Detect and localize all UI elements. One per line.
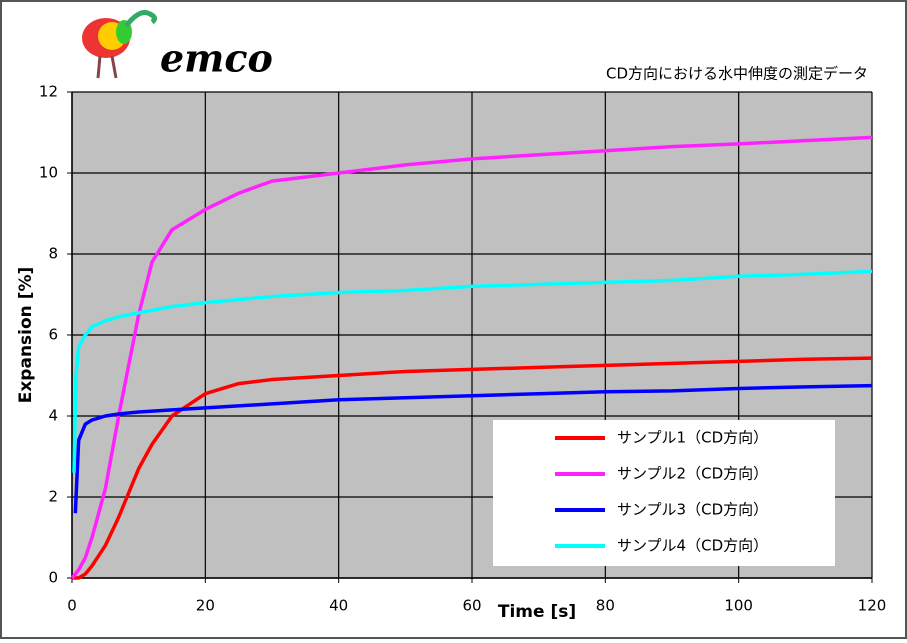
y-axis-label: Expansion [%] xyxy=(16,267,36,404)
x-tick-label: 80 xyxy=(596,597,615,615)
x-tick-label: 40 xyxy=(329,597,348,615)
y-tick-label: 6 xyxy=(48,326,58,344)
y-tick-label: 8 xyxy=(48,245,58,263)
chart-title: CD方向における水中伸度の測定データ xyxy=(606,65,868,83)
x-tick-label: 60 xyxy=(462,597,481,615)
y-tick-label: 12 xyxy=(39,83,58,101)
x-tick-label: 120 xyxy=(858,597,887,615)
logo-text: emco xyxy=(160,36,273,81)
legend-label: サンプル2（CD方向） xyxy=(617,465,768,483)
x-tick-label: 20 xyxy=(196,597,215,615)
x-axis-label: Time [s] xyxy=(498,602,576,622)
y-tick-label: 2 xyxy=(48,488,58,506)
x-tick-label: 0 xyxy=(67,597,77,615)
legend-label: サンプル4（CD方向） xyxy=(617,537,768,555)
legend-label: サンプル3（CD方向） xyxy=(617,501,768,519)
y-tick-label: 0 xyxy=(48,569,58,587)
y-tick-label: 4 xyxy=(48,407,58,425)
legend-label: サンプル1（CD方向） xyxy=(617,429,768,447)
y-tick-label: 10 xyxy=(39,164,58,182)
chart: emco CD方向における水中伸度の測定データ Time [s] Expansi… xyxy=(0,0,907,639)
x-tick-label: 100 xyxy=(724,597,753,615)
